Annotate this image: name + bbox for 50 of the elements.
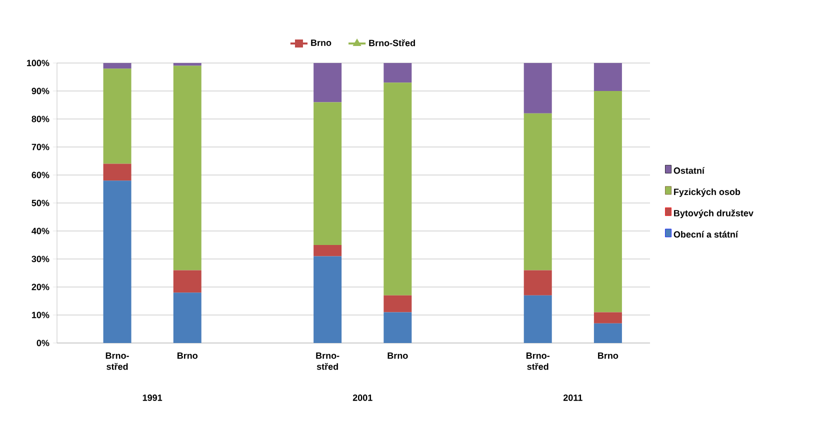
bar (173, 63, 202, 66)
bar (103, 164, 132, 181)
y-tick-label: 90% (32, 88, 50, 94)
x-tick-label: Brno (598, 352, 618, 359)
x-tick-label: Brno-střed (316, 352, 340, 370)
y-tick-label: 60% (32, 172, 50, 178)
bar (314, 256, 342, 343)
bar (103, 63, 132, 69)
x-tick-label: Brno-střed (526, 352, 550, 370)
bar (384, 82, 412, 296)
bar (524, 113, 552, 270)
bar (524, 295, 552, 343)
y-tick-label: 20% (32, 284, 50, 290)
bar (173, 292, 202, 343)
y-tick-label: 30% (32, 256, 50, 262)
bar (594, 323, 622, 343)
y-tick-label: 50% (32, 200, 50, 206)
bar (594, 312, 622, 324)
bar (594, 91, 622, 312)
legend-label: Obecní a státní (674, 230, 738, 238)
y-tick-label: 80% (32, 116, 50, 122)
x-tick-label: Brno (388, 352, 408, 359)
bar (314, 102, 342, 245)
legend-label: Brno (311, 40, 332, 46)
y-tick-label: 70% (32, 144, 50, 150)
bar (103, 180, 132, 343)
bar (384, 312, 412, 343)
text: 1991 (142, 394, 162, 401)
legend-label: Brno-Střed (369, 39, 415, 46)
bar (103, 68, 132, 164)
bar (524, 63, 552, 114)
bar (384, 295, 412, 312)
legend-label: Fyzických osob (674, 188, 740, 197)
bar (384, 63, 412, 83)
y-tick-label: 0% (36, 340, 50, 346)
legend-label: Ostatní (674, 167, 705, 174)
bar (173, 66, 202, 270)
text: 2011 (563, 394, 582, 401)
bar (173, 270, 202, 293)
y-tick-label: 10% (32, 312, 50, 318)
bar (594, 63, 622, 91)
y-tick-label: 100% (27, 60, 50, 66)
x-tick-label: Brno (177, 352, 198, 359)
bar (524, 270, 552, 296)
bar (314, 63, 342, 102)
bar (314, 245, 342, 256)
legend-label: Bytových družstev (674, 210, 754, 218)
text: 2001 (352, 394, 372, 401)
x-tick-label: Brno-střed (106, 352, 129, 370)
y-tick-label: 40% (32, 228, 50, 234)
